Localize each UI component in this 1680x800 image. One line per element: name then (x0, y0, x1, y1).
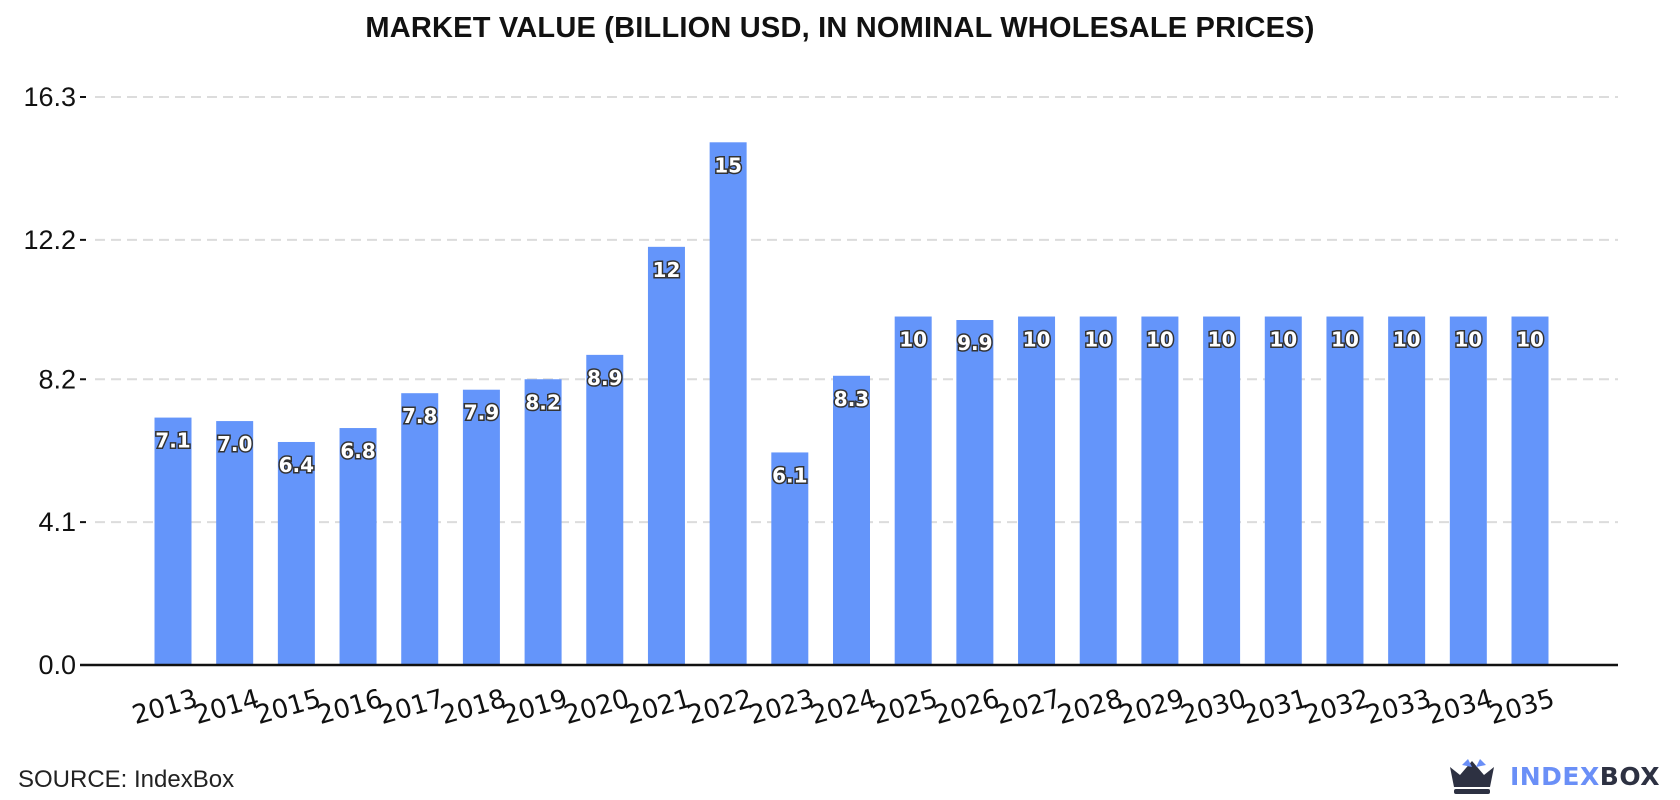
x-tick-label: 2027 (993, 684, 1065, 731)
brand-wordmark-part1: INDEX (1509, 761, 1600, 791)
bar-2033 (1388, 316, 1426, 665)
y-tick-label: 12.2 (23, 225, 76, 255)
x-tick-label: 2019 (499, 684, 571, 731)
x-tick-label: 2028 (1054, 684, 1126, 731)
bar-2018 (462, 389, 500, 665)
x-tick-label: 2021 (623, 684, 695, 731)
bar-value-label: 10 (1084, 328, 1112, 352)
x-tick-label: 2018 (437, 684, 509, 731)
crown-icon (1449, 759, 1494, 794)
bar-chart: 0.0 4.1 8.2 12.2 16.3 7.1 7.0 6.4 6.8 7.8 7.9 8.2 8… (23, 82, 1618, 731)
bar-value-label: 10 (1208, 328, 1236, 352)
bar-2032 (1326, 316, 1364, 665)
bar-2013 (154, 417, 192, 665)
x-tick-label: 2022 (684, 684, 756, 731)
bar-value-label: 10 (1393, 328, 1421, 352)
bar-2015 (277, 441, 315, 665)
x-axis-tick-labels: 2013201420152016201720182019202020212022… (129, 684, 1558, 731)
bar-2021 (647, 246, 685, 665)
bar-value-label: 7.8 (402, 404, 437, 428)
bar-value-label: 6.1 (772, 463, 807, 487)
bar-2020 (586, 354, 624, 665)
bar-2026 (956, 320, 994, 665)
bar-value-label: 6.8 (340, 439, 375, 463)
bar-value-label: 7.0 (217, 432, 252, 456)
bar-2017 (401, 393, 439, 665)
bar-value-label: 10 (1146, 328, 1174, 352)
bar-value-label: 10 (1331, 328, 1359, 352)
chart-title: MARKET VALUE (BILLION USD, IN NOMINAL WH… (365, 12, 1315, 44)
bar-value-label: 10 (1454, 328, 1482, 352)
bar-value-label: 6.4 (279, 453, 314, 477)
x-tick-label: 2032 (1301, 684, 1373, 731)
x-tick-label: 2033 (1363, 684, 1435, 731)
bar-2030 (1203, 316, 1241, 665)
bar-2028 (1079, 316, 1117, 665)
bar-2023 (771, 452, 809, 665)
bar-value-label: 10 (899, 328, 927, 352)
x-tick-label: 2024 (808, 684, 880, 731)
x-tick-label: 2016 (314, 684, 386, 731)
bar-2019 (524, 379, 562, 665)
bar-value-label: 10 (1516, 328, 1544, 352)
bar-2022 (709, 142, 747, 666)
x-tick-label: 2031 (1239, 684, 1311, 731)
x-tick-label: 2023 (746, 684, 818, 731)
source-text: SOURCE: IndexBox (18, 766, 235, 793)
bar-2027 (1018, 316, 1056, 665)
x-tick-label: 2029 (1116, 684, 1188, 731)
bar-value-label: 10 (1023, 328, 1051, 352)
bar-value-label: 7.1 (155, 429, 190, 453)
bar-value-label: 10 (1269, 328, 1297, 352)
bar-value-label: 8.2 (525, 390, 560, 414)
x-tick-label: 2030 (1178, 684, 1250, 731)
bar-value-label: 8.3 (834, 387, 869, 411)
bar-value-label: 12 (653, 258, 681, 282)
y-tick-label: 0.0 (38, 650, 76, 680)
y-tick-label: 4.1 (38, 507, 76, 537)
bar-2014 (216, 421, 254, 665)
x-tick-label: 2014 (191, 684, 263, 731)
x-tick-label: 2026 (931, 684, 1003, 731)
y-tick-label: 16.3 (23, 82, 76, 112)
brand-wordmark-part2: BOX (1599, 761, 1660, 791)
x-tick-label: 2013 (129, 684, 201, 731)
x-tick-label: 2035 (1486, 684, 1558, 731)
bar-value-label: 15 (714, 153, 742, 177)
bar-2029 (1141, 316, 1179, 665)
bar-2025 (894, 316, 932, 665)
x-tick-label: 2020 (561, 684, 633, 731)
bar-value-label: 9.9 (957, 331, 992, 355)
bar-2024 (833, 375, 870, 665)
bar-2016 (339, 428, 377, 665)
bar-2034 (1449, 316, 1487, 665)
brand-wordmark: INDEXBOX (1510, 762, 1660, 791)
bar-2031 (1264, 316, 1302, 665)
x-tick-label: 2015 (252, 684, 324, 731)
bar-value-label: 8.9 (587, 366, 622, 390)
y-tick-label: 8.2 (38, 364, 76, 394)
brand-logo: INDEXBOX (1446, 756, 1660, 796)
bars: 7.1 7.0 6.4 6.8 7.8 7.9 8.2 8.9 12 15 6.1 8.3 10 9.9 1… (154, 142, 1549, 666)
x-tick-label: 2034 (1424, 684, 1496, 731)
bar-value-label: 7.9 (464, 401, 499, 425)
y-axis-ticks: 0.0 4.1 8.2 12.2 16.3 (23, 82, 86, 680)
x-tick-label: 2025 (869, 684, 941, 731)
x-tick-label: 2017 (376, 684, 448, 731)
bar-2035 (1511, 316, 1549, 665)
